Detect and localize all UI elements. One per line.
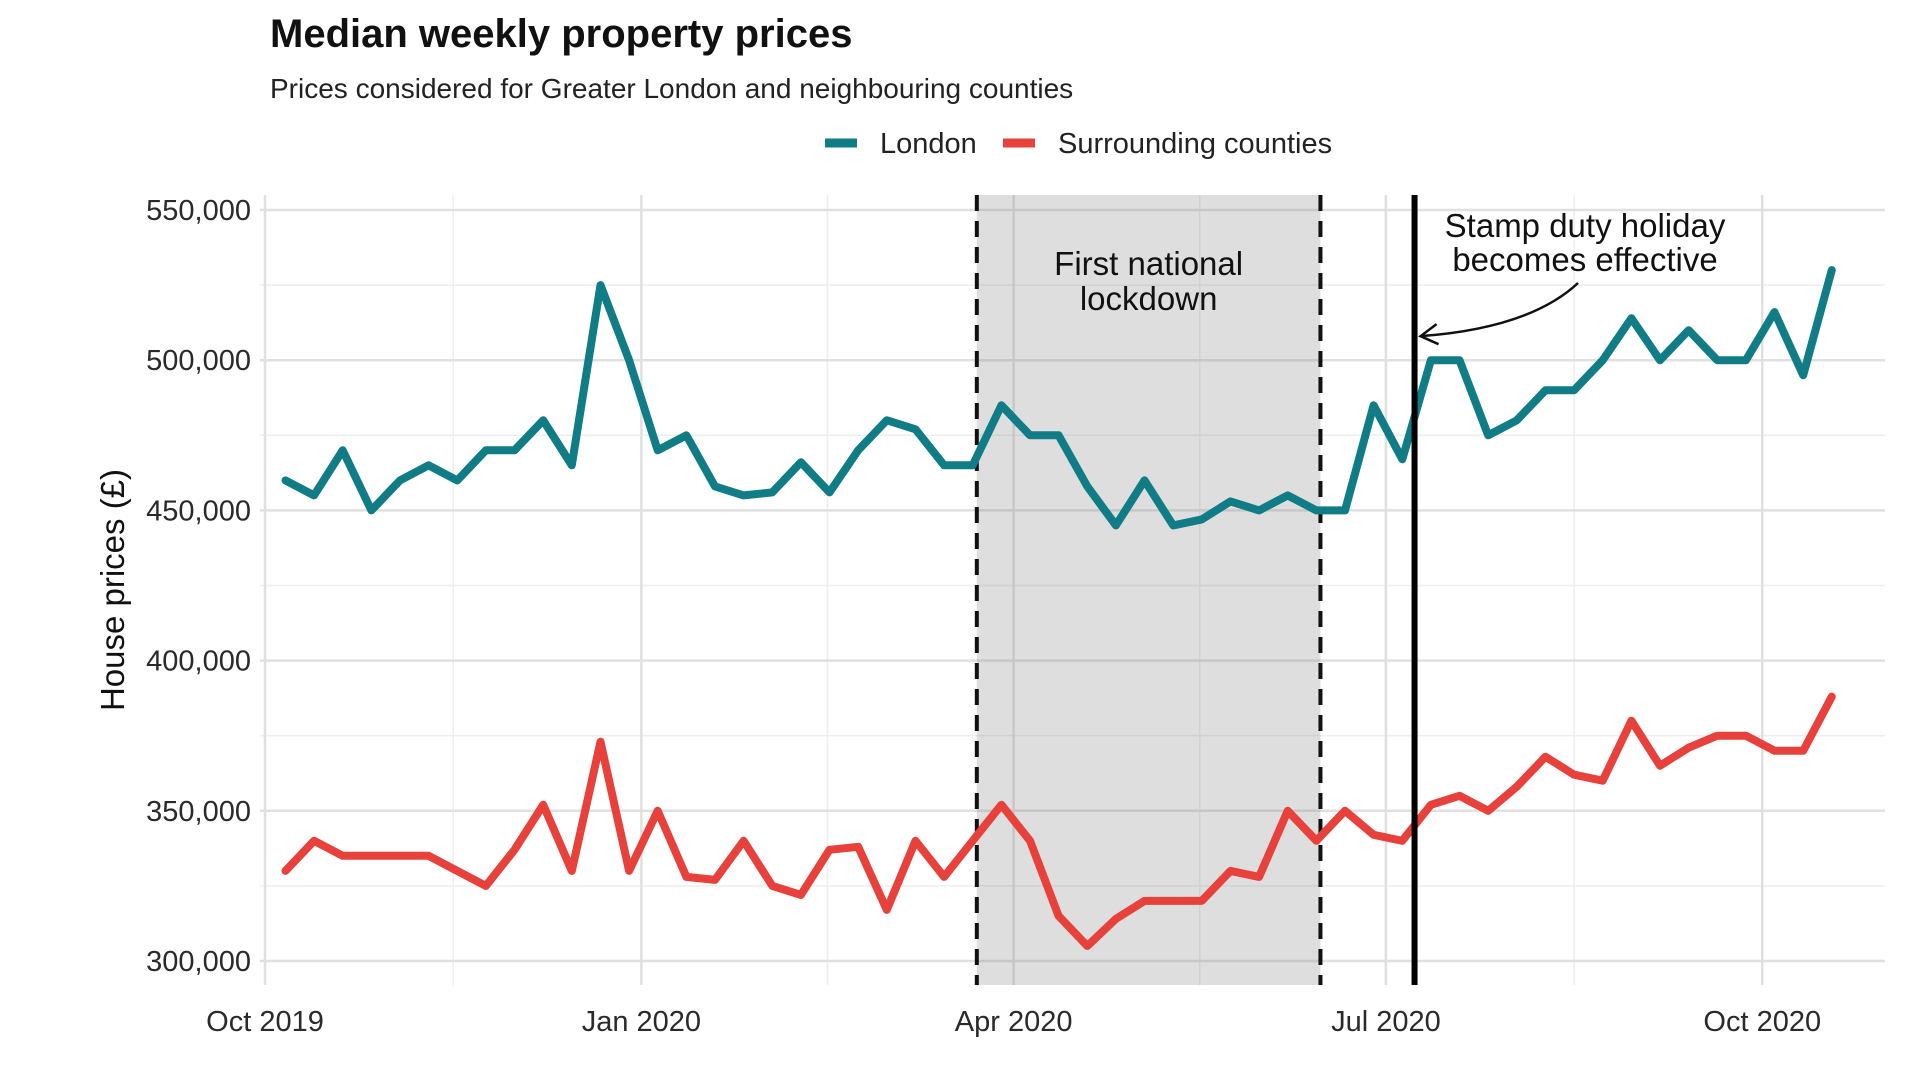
x-tick-label: Jan 2020 [582,1006,701,1038]
y-tick-label: 500,000 [146,345,251,377]
y-axis-title: House prices (£) [94,469,131,711]
lockdown-label: First national [1054,245,1243,282]
stamp-duty-label: becomes effective [1452,241,1717,278]
legend-label: Surrounding counties [1058,128,1332,160]
stamp-duty-label: Stamp duty holiday [1445,207,1726,244]
y-tick-label: 300,000 [146,946,251,978]
y-tick-label: 450,000 [146,495,251,527]
series-line [281,266,1836,530]
y-tick-label: 550,000 [146,195,251,227]
chart-subtitle: Prices considered for Greater London and… [270,73,1073,104]
series-line [281,692,1836,950]
x-tick-label: Apr 2020 [955,1006,1073,1038]
x-tick-label: Oct 2020 [1703,1006,1821,1038]
legend: London Surrounding counties [825,128,1332,160]
series-lines [281,266,1836,950]
chart-title: Median weekly property prices [270,12,852,56]
y-axis-ticks: 300,000 350,000 400,000 450,000 500,000 550,0… [146,195,251,978]
y-tick-label: 350,000 [146,796,251,828]
x-axis-ticks: Oct 2019 Jan 2020 Apr 2020 Jul 2020 Oct 2020 [206,1006,1821,1038]
y-tick-label: 400,000 [146,646,251,678]
lockdown-label: lockdown [1080,280,1218,317]
arrow-head-icon [1418,323,1440,346]
legend-label: London [880,128,977,160]
x-tick-label: Jul 2020 [1331,1006,1441,1038]
x-tick-label: Oct 2019 [206,1006,324,1038]
stamp-duty-arrow [1420,282,1579,338]
